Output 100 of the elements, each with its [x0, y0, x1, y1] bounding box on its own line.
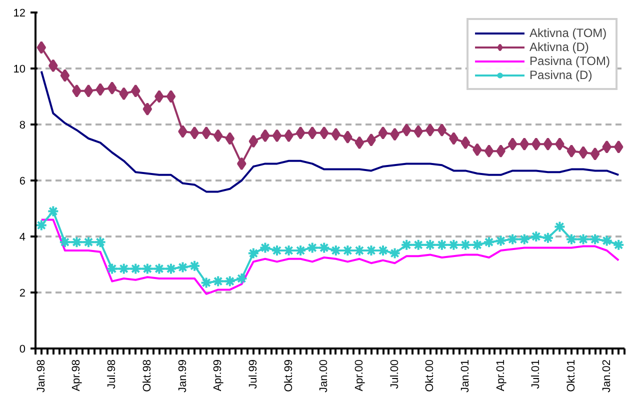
point — [84, 84, 94, 98]
point — [306, 242, 318, 254]
point — [472, 143, 482, 156]
point — [506, 233, 519, 246]
x-tick-label: Okt.00 — [424, 360, 436, 392]
point — [530, 230, 542, 242]
point — [554, 220, 566, 233]
point — [390, 128, 400, 141]
point — [294, 244, 307, 256]
x-tick-label: Jan.99 — [176, 359, 189, 393]
point — [436, 238, 448, 251]
y-tick-label: 0 — [19, 344, 26, 356]
point — [518, 233, 530, 246]
point — [119, 87, 129, 100]
point — [602, 140, 612, 154]
point — [566, 144, 576, 158]
x-tick-label: Okt.98 — [141, 360, 154, 392]
point — [412, 238, 424, 251]
point — [296, 126, 306, 140]
legend-label: Pasivna (D) — [530, 68, 592, 82]
point — [166, 90, 176, 103]
point — [225, 132, 235, 145]
point — [555, 138, 564, 151]
line-series — [40, 218, 620, 295]
point — [331, 128, 341, 141]
point — [58, 236, 71, 248]
point — [154, 90, 164, 103]
point — [459, 238, 472, 251]
point — [270, 244, 283, 256]
point — [130, 262, 142, 275]
point — [402, 124, 412, 137]
point — [178, 125, 188, 138]
point — [542, 232, 554, 244]
point — [142, 102, 152, 116]
point — [425, 124, 435, 137]
point — [483, 236, 496, 248]
point — [577, 233, 590, 246]
point — [259, 242, 272, 254]
point — [224, 275, 236, 288]
x-tick-label: Okt.01 — [565, 360, 578, 392]
x-tick-label: Jan.02 — [600, 359, 613, 393]
point — [236, 272, 248, 284]
point — [565, 233, 578, 246]
point — [319, 126, 329, 140]
point — [414, 125, 424, 138]
point — [48, 59, 58, 72]
legend-label: Aktivna (TOM) — [530, 26, 607, 40]
x-tick-label: Apr.99 — [212, 359, 224, 392]
x-tick-label: Jan.98 — [35, 359, 48, 393]
point — [308, 126, 317, 140]
x-tick-label: Jul.01 — [530, 359, 542, 389]
point — [612, 238, 624, 251]
point — [589, 233, 602, 246]
y-tick-label: 10 — [13, 64, 26, 76]
point — [284, 129, 294, 142]
point — [36, 219, 48, 232]
point — [260, 129, 270, 142]
point — [330, 244, 342, 256]
point — [82, 236, 95, 248]
x-tick-label: Jan.01 — [459, 359, 472, 393]
point — [508, 138, 518, 151]
point — [213, 129, 223, 142]
point — [118, 262, 130, 275]
point — [496, 144, 506, 158]
line-series — [40, 70, 620, 193]
point — [47, 205, 60, 218]
point — [236, 157, 246, 170]
point — [437, 124, 447, 137]
point — [471, 238, 484, 251]
legend-label: Aktivna (D) — [530, 40, 589, 54]
point — [188, 260, 201, 272]
point — [400, 238, 413, 251]
point — [130, 84, 140, 98]
x-tick-label: Apr.98 — [70, 359, 83, 392]
point — [590, 147, 600, 160]
point — [247, 247, 260, 260]
point — [460, 136, 470, 150]
point — [578, 146, 588, 159]
x-tick-label: Jul.99 — [247, 359, 260, 389]
point — [141, 262, 154, 275]
point — [212, 275, 224, 288]
point — [96, 83, 105, 96]
point — [36, 41, 46, 54]
x-tick-label: Jan.00 — [318, 359, 330, 393]
point — [202, 126, 211, 140]
y-tick-label: 12 — [13, 8, 26, 20]
point — [94, 236, 106, 248]
y-tick-label: 4 — [19, 232, 26, 244]
x-tick-label: Apr.01 — [494, 359, 507, 392]
point — [72, 84, 82, 98]
point — [377, 244, 390, 256]
point — [107, 82, 117, 95]
y-tick-label: 6 — [19, 176, 26, 188]
x-tick-label: Jul.00 — [388, 359, 401, 389]
point — [484, 144, 494, 158]
point — [176, 261, 189, 274]
point — [388, 247, 401, 260]
point — [543, 138, 553, 151]
y-tick-label: 8 — [19, 120, 26, 132]
point — [70, 236, 83, 248]
